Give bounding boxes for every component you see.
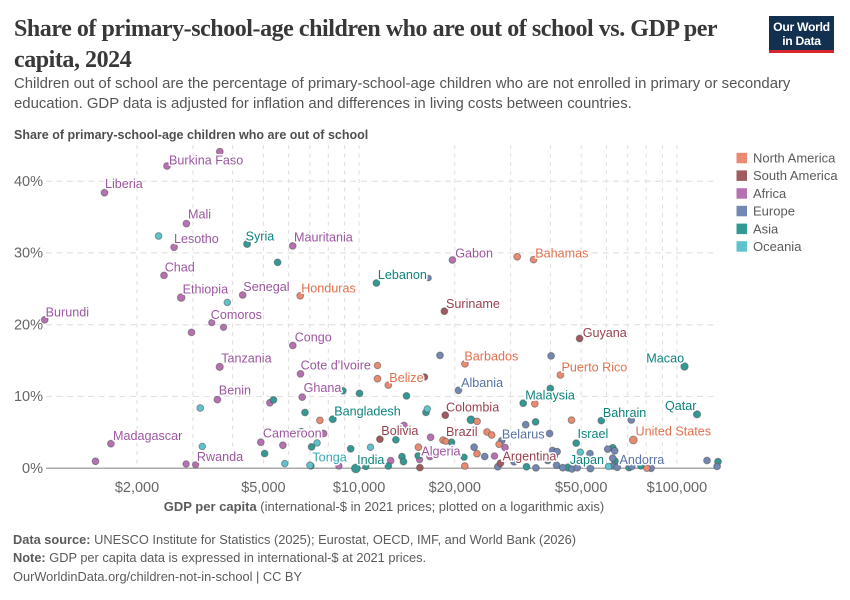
svg-text:Mauritania: Mauritania xyxy=(294,231,353,245)
svg-text:Barbados: Barbados xyxy=(464,349,518,363)
svg-text:Lebanon: Lebanon xyxy=(378,268,427,282)
svg-text:Puerto Rico: Puerto Rico xyxy=(562,361,628,375)
svg-text:Syria: Syria xyxy=(246,229,275,243)
svg-text:Qatar: Qatar xyxy=(665,399,697,413)
svg-text:South America: South America xyxy=(753,168,838,183)
svg-text:Honduras: Honduras xyxy=(301,282,356,296)
svg-text:Argentina: Argentina xyxy=(503,449,557,463)
svg-text:Suriname: Suriname xyxy=(446,297,500,311)
svg-text:40%: 40% xyxy=(14,174,43,190)
svg-text:20%: 20% xyxy=(14,317,43,333)
svg-text:$2,000: $2,000 xyxy=(115,480,159,496)
svg-text:Tanzania: Tanzania xyxy=(221,352,271,366)
svg-text:Lesotho: Lesotho xyxy=(174,232,219,246)
svg-text:Burkina Faso: Burkina Faso xyxy=(169,154,243,168)
svg-text:Benin: Benin xyxy=(219,384,251,398)
svg-text:Bahamas: Bahamas xyxy=(535,246,588,260)
svg-text:Colombia: Colombia xyxy=(446,401,499,415)
svg-text:Japan: Japan xyxy=(570,453,604,467)
svg-text:$20,000: $20,000 xyxy=(429,480,481,496)
svg-text:Bahrain: Bahrain xyxy=(603,406,646,420)
svg-text:Africa: Africa xyxy=(753,186,787,201)
svg-text:Cote d'Ivoire: Cote d'Ivoire xyxy=(301,359,371,373)
svg-text:$100,000: $100,000 xyxy=(647,480,707,496)
svg-text:Macao: Macao xyxy=(646,352,684,366)
svg-text:0%: 0% xyxy=(22,461,43,477)
svg-text:Oceania: Oceania xyxy=(753,239,802,254)
svg-text:Rwanda: Rwanda xyxy=(197,450,243,464)
svg-text:Tonga: Tonga xyxy=(312,451,346,465)
svg-text:Comoros: Comoros xyxy=(211,308,262,322)
svg-text:Gabon: Gabon xyxy=(455,247,493,261)
svg-text:Albania: Albania xyxy=(461,376,503,390)
svg-text:Bangladesh: Bangladesh xyxy=(334,404,401,418)
svg-text:United States: United States xyxy=(636,425,712,439)
svg-text:Israel: Israel xyxy=(578,427,609,441)
svg-text:30%: 30% xyxy=(14,246,43,262)
svg-text:Cameroon: Cameroon xyxy=(263,426,322,440)
svg-text:$50,000: $50,000 xyxy=(555,480,607,496)
svg-text:Bolivia: Bolivia xyxy=(381,424,418,438)
svg-text:Asia: Asia xyxy=(753,221,779,236)
svg-text:Mali: Mali xyxy=(188,208,211,222)
svg-text:$5,000: $5,000 xyxy=(241,480,285,496)
svg-text:Chad: Chad xyxy=(165,261,195,275)
svg-text:Europe: Europe xyxy=(753,204,795,219)
svg-text:Burundi: Burundi xyxy=(46,306,89,320)
svg-text:Madagascar: Madagascar xyxy=(113,429,182,443)
svg-text:Senegal: Senegal xyxy=(243,280,289,294)
svg-text:$10,000: $10,000 xyxy=(333,480,385,496)
svg-text:North America: North America xyxy=(753,151,836,166)
svg-text:Malaysia: Malaysia xyxy=(525,389,575,403)
svg-text:Andorra: Andorra xyxy=(620,453,665,467)
svg-text:Liberia: Liberia xyxy=(105,177,143,191)
svg-text:GDP per capita (international-: GDP per capita (international-$ in 2021 … xyxy=(164,499,605,514)
svg-text:Belarus: Belarus xyxy=(502,428,545,442)
svg-text:India: India xyxy=(357,453,384,467)
svg-text:10%: 10% xyxy=(14,389,43,405)
svg-text:Brazil: Brazil xyxy=(446,425,478,439)
svg-text:Congo: Congo xyxy=(295,331,332,345)
svg-text:Ethiopia: Ethiopia xyxy=(183,283,229,297)
svg-text:Guyana: Guyana xyxy=(583,326,627,340)
svg-text:Belize: Belize xyxy=(389,371,423,385)
svg-text:Algeria: Algeria xyxy=(421,445,460,459)
svg-text:Ghana: Ghana xyxy=(304,381,342,395)
